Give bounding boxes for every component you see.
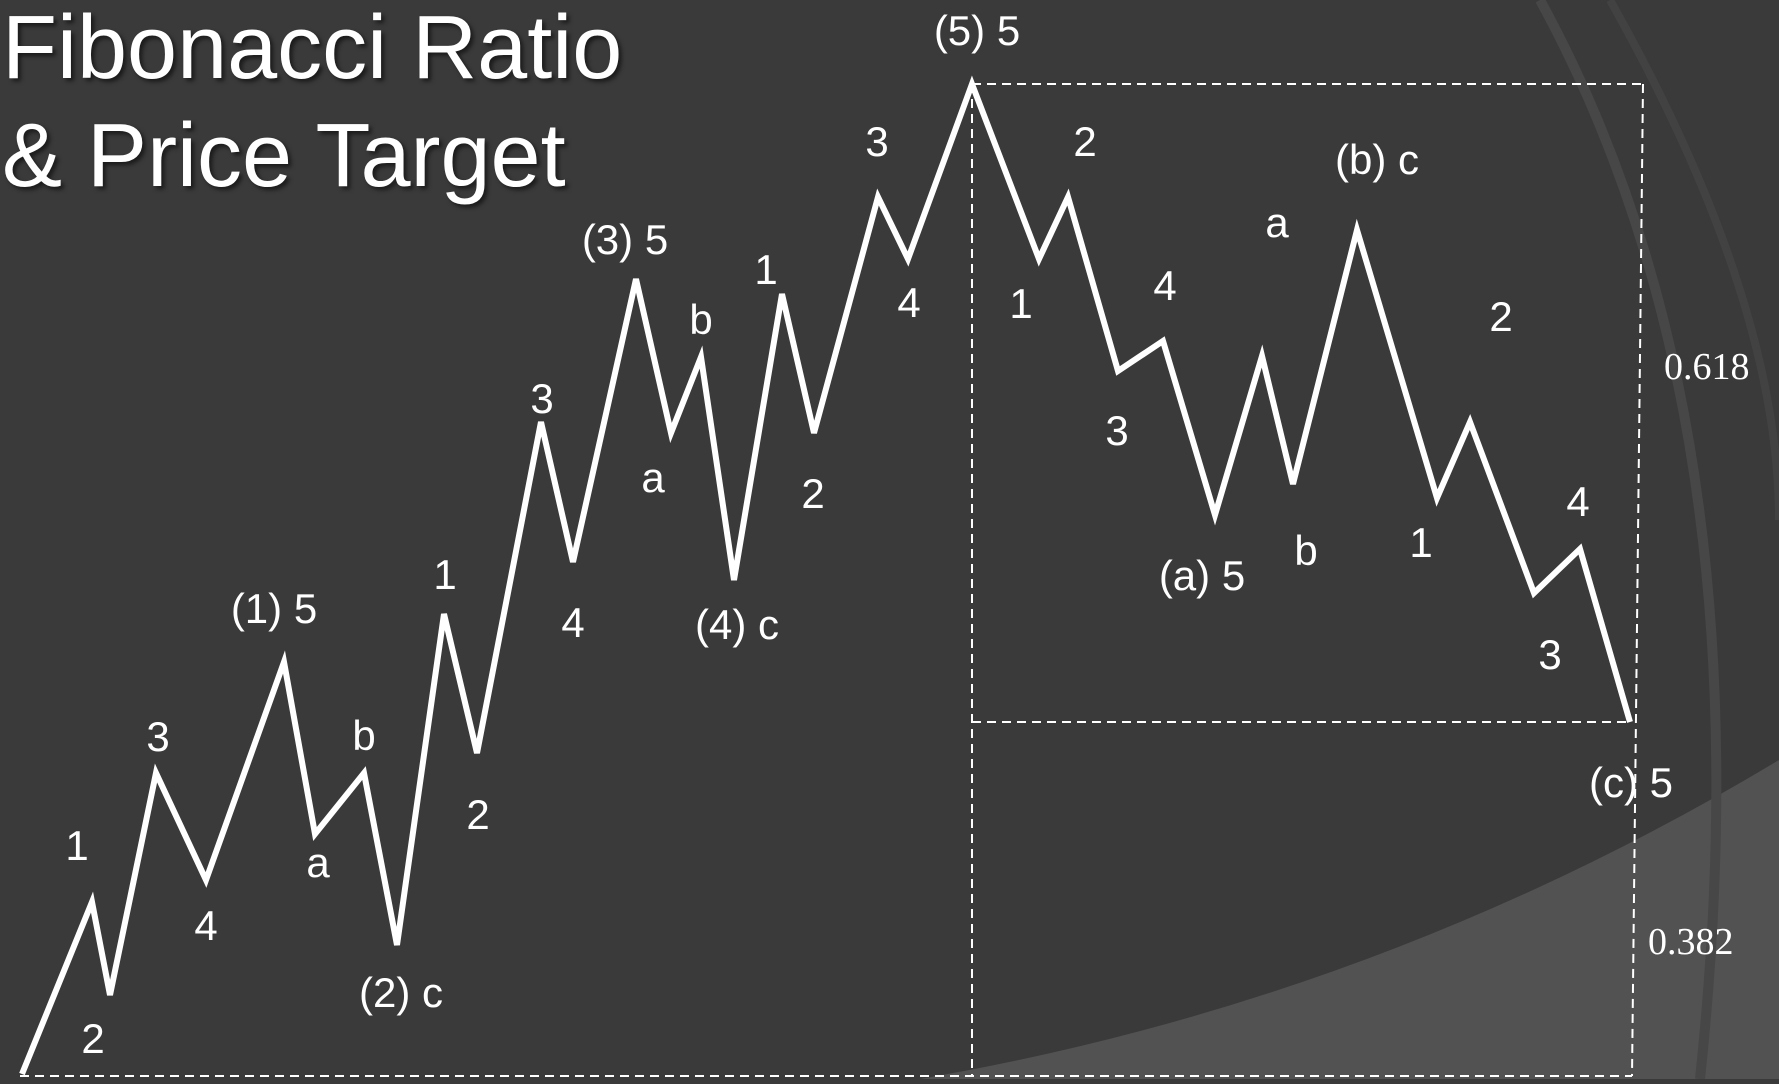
- wave-label: b: [1294, 527, 1317, 574]
- wave-label: (5) 5: [934, 7, 1020, 54]
- ratio-label-upper: 0.618: [1664, 346, 1750, 388]
- wave-label: 3: [1538, 631, 1561, 678]
- wave-label: 2: [1489, 293, 1512, 340]
- wave-label: (a) 5: [1159, 552, 1245, 599]
- wave-label: 1: [754, 246, 777, 293]
- wave-label: 4: [897, 279, 920, 326]
- wave-label: (3) 5: [582, 216, 668, 263]
- wave-line: [19, 75, 1633, 1076]
- title-line-2: & Price Target: [2, 106, 566, 206]
- wave-label: a: [306, 839, 330, 886]
- fib-guides: [20, 83, 1645, 1077]
- wave-label: 1: [433, 551, 456, 598]
- background-arc-fill: [0, 760, 1779, 1079]
- wave-labels: 1 2 3 4 (1) 5 a b (2) c 1 2 3 4 (3) 5 a …: [65, 7, 1673, 1062]
- wave-label: 3: [146, 713, 169, 760]
- ratio-label-lower: 0.382: [1648, 921, 1734, 963]
- wave-label: (b) c: [1335, 136, 1419, 183]
- page-title: Fibonacci Ratio & Price Target: [2, 0, 622, 210]
- wave-label: a: [1265, 199, 1289, 246]
- background-arc-ring-inner: [1606, 0, 1779, 521]
- wave-label: a: [641, 454, 665, 501]
- background-arc-ring: [1535, 0, 1722, 1080]
- wave-label: 1: [65, 822, 88, 869]
- wave-label: 4: [194, 902, 217, 949]
- wave-label: 1: [1009, 280, 1032, 327]
- wave-label: 2: [1073, 118, 1096, 165]
- wave-label: 3: [530, 375, 553, 422]
- wave-label: b: [689, 296, 712, 343]
- wave-label: 4: [1566, 478, 1589, 525]
- wave-label: 3: [1105, 407, 1128, 454]
- wave-label: 1: [1409, 519, 1432, 566]
- wave-label: (1) 5: [231, 585, 317, 632]
- wave-label: 2: [466, 791, 489, 838]
- wave-label: (4) c: [695, 601, 779, 648]
- wave-label: 3: [865, 118, 888, 165]
- wave-label: 4: [1153, 262, 1176, 309]
- wave-label: (c) 5: [1589, 759, 1673, 806]
- wave-label: (2) c: [359, 969, 443, 1016]
- wave-label: 2: [801, 470, 824, 517]
- wave-label: 2: [81, 1015, 104, 1062]
- wave-label: 4: [561, 599, 584, 646]
- title-line-1: Fibonacci Ratio: [2, 0, 623, 98]
- guide-vertical-right: [1631, 83, 1644, 1077]
- wave-label: b: [352, 712, 375, 759]
